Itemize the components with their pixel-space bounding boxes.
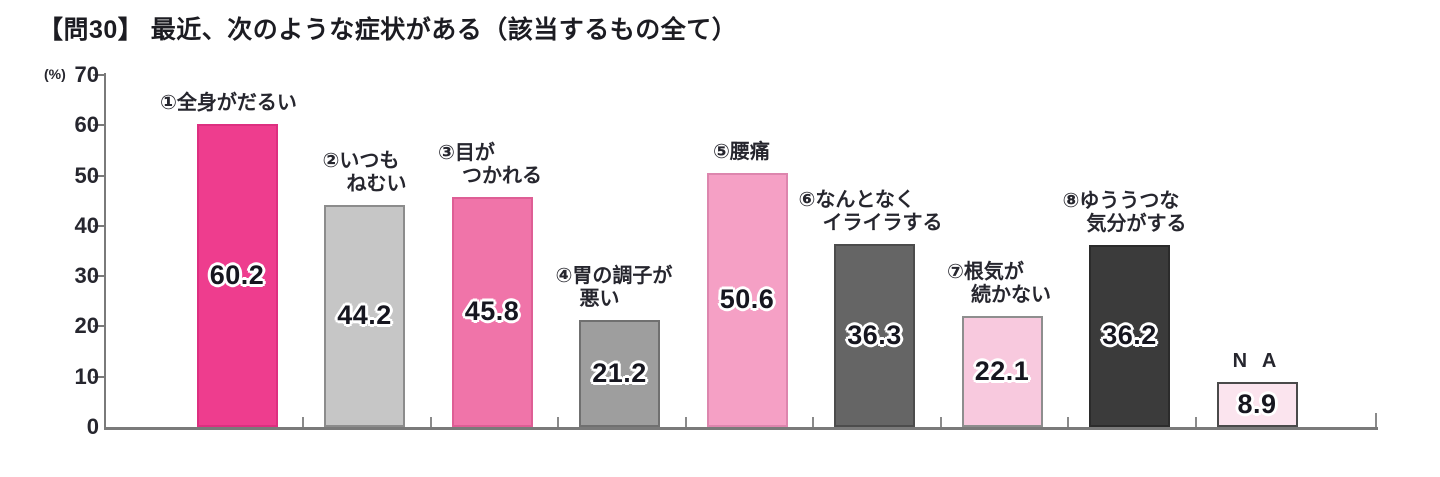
bar-category-label-line: ねむい — [346, 172, 407, 195]
bar-category-label-line: 気分がする — [1086, 212, 1187, 235]
y-axis-tick-label: 70 — [74, 62, 99, 87]
y-axis-tick — [93, 124, 104, 127]
y-axis-tick — [93, 174, 104, 177]
y-axis-tick — [93, 275, 104, 278]
bar-category-label: ⑦根気が 続かない — [947, 261, 1051, 307]
bar-category-label-line: ⑥なんとなく — [798, 189, 915, 212]
y-axis-tick-label: 10 — [74, 363, 99, 389]
bar-8: 36.2 — [1089, 244, 1170, 427]
bar-value-label: 21.2 — [592, 358, 647, 389]
bar-category-label-line: 悪い — [579, 288, 620, 311]
bar-category-label-line: ②いつも — [322, 149, 400, 172]
bar-6: 36.3 — [834, 244, 915, 427]
x-axis-tick — [302, 417, 304, 427]
y-axis-tick-label: 30 — [74, 263, 99, 289]
x-axis-tick — [812, 417, 814, 427]
x-axis-tick — [1194, 417, 1197, 427]
bar-value-label: 50.6 — [719, 284, 775, 315]
bar-value-label: 8.9 — [1237, 389, 1277, 420]
bar-category-label: ⑧ゆううつな 気分がする — [1063, 190, 1187, 236]
y-axis-tick — [93, 74, 104, 76]
y-axis-line — [104, 73, 106, 429]
bar-category-label-line: ⑦根気が — [947, 260, 1024, 283]
bar-category-label: ⑤腰痛 — [713, 141, 770, 164]
bar-2: 44.2 — [324, 204, 405, 427]
y-axis-tick-label: 60 — [74, 112, 99, 138]
bar-category-label: ①全身がだるい — [160, 92, 297, 115]
bar-value-label: 60.2 — [209, 260, 265, 291]
y-axis-tick — [93, 375, 104, 378]
bar-category-label-line: N A — [1232, 350, 1282, 373]
bar-value-label: 45.8 — [464, 296, 520, 327]
bar-category-label-line: ④胃の調子が — [555, 265, 673, 288]
x-axis-tick — [1067, 417, 1069, 427]
bar-value-label: 22.1 — [974, 355, 1030, 386]
x-axis-line — [104, 427, 1378, 430]
chart-title: 【問30】 最近、次のような症状がある（該当するもの全て） — [38, 16, 738, 44]
bar-category-label-line: ⑤腰痛 — [713, 140, 770, 163]
bar-category-label: ③目が つかれる — [438, 142, 542, 188]
bar-category-label-line: イライラする — [822, 212, 943, 235]
bar-value-label: 44.2 — [337, 300, 392, 331]
x-axis-tick — [939, 417, 942, 427]
y-axis-unit-label: (%) — [44, 66, 66, 82]
x-axis-tick — [557, 417, 559, 427]
y-axis-tick-label: 0 — [86, 414, 99, 439]
bar-category-label: ②いつも ねむい — [323, 150, 407, 196]
bar-category-label: ④胃の調子が 悪い — [556, 265, 673, 311]
y-axis-tick-label: 40 — [74, 212, 99, 238]
bar-category-label-line: ⑧ゆううつな — [1062, 189, 1180, 212]
bar-category-label: N A — [1233, 350, 1282, 373]
y-axis-tick — [93, 325, 104, 328]
bar-category-label-line: 続かない — [971, 283, 1051, 306]
bar-category-label-line: ①全身がだるい — [160, 92, 297, 115]
bar-value-label: 36.3 — [847, 320, 902, 351]
bar-7: 22.1 — [961, 315, 1043, 427]
x-axis-tick — [429, 417, 432, 427]
x-axis-tick — [684, 417, 687, 427]
bar-9: 8.9 — [1216, 382, 1298, 427]
bar-4: 21.2 — [579, 320, 660, 427]
bar-category-label-line: つかれる — [462, 164, 542, 187]
y-axis-tick-label: 50 — [74, 162, 99, 188]
bar-5: 50.6 — [706, 172, 788, 427]
y-axis-tick-label: 20 — [74, 313, 99, 339]
bar-value-label: 36.2 — [1102, 320, 1157, 351]
bar-3: 45.8 — [451, 196, 533, 427]
x-axis-end-tick — [1375, 413, 1377, 427]
bar-category-label-line: ③目が — [438, 141, 495, 164]
bar-1: 60.2 — [196, 124, 278, 427]
bar-category-label: ⑥なんとなく イライラする — [799, 189, 943, 235]
y-axis-tick — [93, 224, 104, 227]
